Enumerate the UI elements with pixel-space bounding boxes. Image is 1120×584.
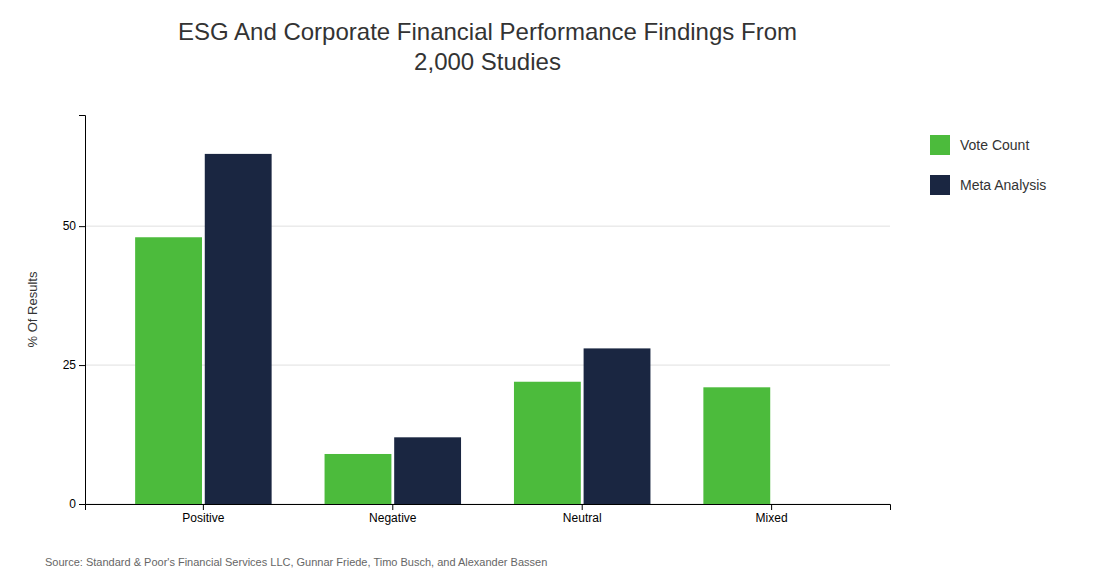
bar — [325, 454, 392, 504]
bar — [584, 348, 651, 504]
x-tick: Positive — [182, 504, 224, 525]
bar — [394, 437, 461, 504]
legend: Vote Count Meta Analysis — [930, 135, 1046, 195]
bar — [135, 237, 202, 504]
legend-swatch — [930, 175, 950, 195]
title-line: 2,000 Studies — [414, 48, 561, 75]
bar — [205, 154, 272, 504]
x-tick-mark — [771, 504, 772, 510]
x-tick-label: Mixed — [756, 511, 788, 525]
y-tick-mark — [79, 365, 85, 366]
annotation: Source: Standard & Poor's Financial Serv… — [45, 556, 547, 568]
y-axis: 0 25 50 — [63, 116, 86, 512]
legend-swatch — [930, 135, 950, 155]
bar — [514, 382, 581, 504]
y-tick: 0 — [69, 497, 85, 511]
x-tick: Negative — [369, 504, 417, 525]
legend-label: Meta Analysis — [960, 177, 1046, 193]
title: ESG And Corporate Financial Performance … — [178, 18, 797, 75]
y-tick-label: 25 — [63, 358, 77, 372]
chart-container: ESG And Corporate Financial Performance … — [0, 0, 1120, 584]
x-tick-label: Negative — [369, 511, 417, 525]
legend-item: Meta Analysis — [930, 175, 1046, 195]
x-tick-label: Neutral — [563, 511, 602, 525]
title-line: ESG And Corporate Financial Performance … — [178, 18, 797, 45]
legend-label: Vote Count — [960, 137, 1029, 153]
y-tick-mark — [79, 504, 85, 505]
y-tick: 25 — [63, 358, 85, 372]
x-tick-mark — [203, 504, 204, 510]
x-axis: Positive Negative Neutral Mixed — [86, 504, 891, 525]
x-tick-label: Positive — [182, 511, 224, 525]
x-axis-line — [86, 505, 891, 511]
x-tick: Mixed — [756, 504, 788, 525]
bar — [703, 387, 770, 504]
x-tick: Neutral — [563, 504, 602, 525]
bars — [135, 154, 770, 504]
chart-svg: ESG And Corporate Financial Performance … — [0, 0, 1120, 584]
y-axis-line — [79, 116, 86, 505]
legend-item: Vote Count — [930, 135, 1029, 155]
x-tick-mark — [392, 504, 393, 510]
y-tick-label: 0 — [69, 497, 76, 511]
plot: 0 25 50 Positive Negative Neutral Mixed — [63, 116, 891, 525]
y-axis-title: % Of Results — [25, 271, 40, 347]
y-tick-mark — [79, 226, 85, 227]
y-tick-label: 50 — [63, 219, 77, 233]
y-tick: 50 — [63, 219, 85, 233]
x-tick-mark — [582, 504, 583, 510]
